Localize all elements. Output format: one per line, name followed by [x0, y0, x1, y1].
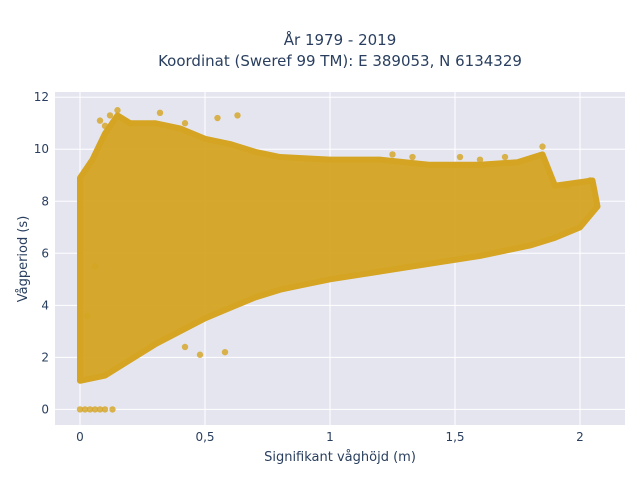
chart-title-line2: Koordinat (Sweref 99 TM): E 389053, N 61… [158, 52, 522, 70]
data-point [126, 120, 134, 127]
data-point [84, 312, 91, 319]
data-point [101, 406, 109, 413]
y-axis-ticks: 0 2 4 6 8 10 12 [34, 90, 49, 416]
x-tick-label: 2 [576, 430, 584, 444]
data-point [476, 156, 484, 163]
data-point [91, 263, 99, 270]
y-tick-label: 4 [41, 298, 49, 312]
x-tick-label: 0 [76, 430, 84, 444]
data-point [214, 114, 221, 122]
point-cloud-body [77, 112, 601, 384]
data-point [96, 406, 104, 413]
data-point [539, 143, 546, 150]
data-point [234, 112, 241, 119]
data-point [181, 343, 189, 351]
data-point [156, 109, 164, 117]
data-point [501, 153, 509, 161]
scatter-points [76, 107, 594, 413]
data-point [456, 153, 464, 161]
data-point [114, 107, 121, 114]
data-point [76, 406, 84, 413]
x-axis-ticks: 0 0,5 1 1,5 2 [76, 430, 584, 444]
data-point [101, 122, 109, 130]
y-tick-label: 8 [41, 194, 49, 208]
x-tick-label: 0,5 [195, 430, 214, 444]
y-tick-label: 10 [34, 142, 49, 156]
data-point [196, 351, 204, 358]
y-tick-label: 12 [34, 90, 49, 104]
data-point [91, 406, 99, 413]
data-point [86, 406, 94, 413]
data-point [181, 120, 189, 127]
y-axis-title: Vågperiod (s) [16, 216, 31, 303]
y-tick-label: 6 [41, 246, 49, 260]
data-point [81, 406, 89, 413]
point-cloud [77, 112, 601, 384]
y-tick-label: 2 [41, 350, 49, 364]
data-point [389, 151, 396, 158]
data-point [409, 153, 416, 161]
y-tick-label: 0 [41, 402, 49, 416]
data-point [586, 177, 594, 184]
data-point [109, 406, 116, 413]
x-axis-title: Signifikant våghöjd (m) [264, 450, 416, 465]
data-point [221, 348, 229, 356]
data-point [106, 112, 114, 119]
x-tick-label: 1 [326, 430, 334, 444]
chart-title-line1: År 1979 - 2019 [284, 30, 397, 49]
data-point [564, 182, 571, 189]
x-tick-label: 1,5 [445, 430, 464, 444]
data-point [96, 117, 104, 124]
